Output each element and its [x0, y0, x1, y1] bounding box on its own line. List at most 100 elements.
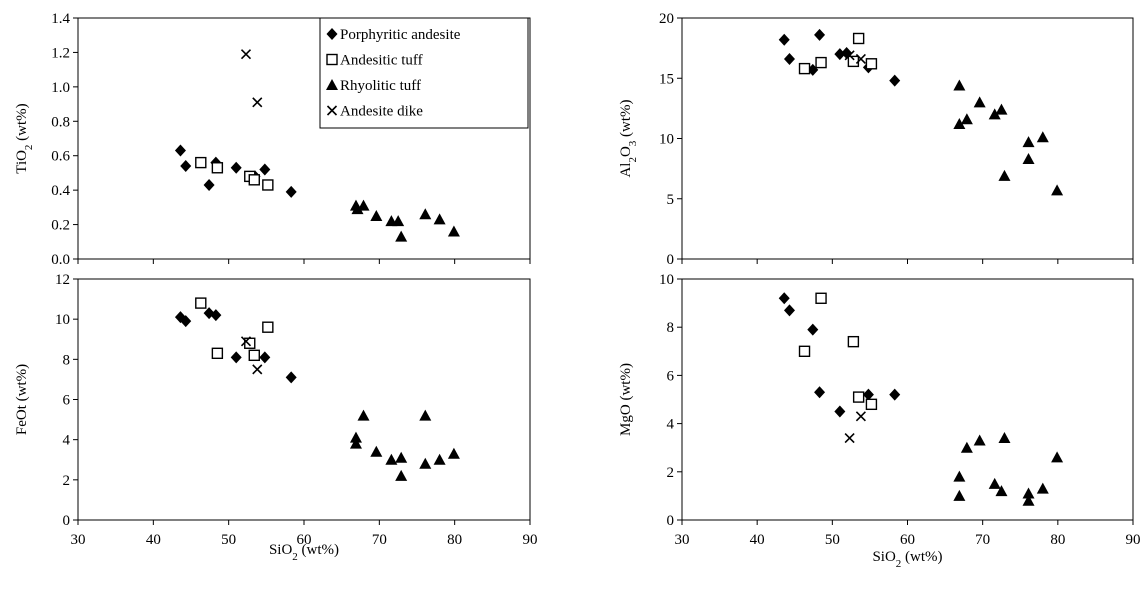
y-tick-label: 0.0 [51, 252, 70, 268]
series-rhyolitic-tuff [953, 432, 1064, 506]
data-point [798, 62, 811, 75]
data-point [211, 347, 224, 360]
y-axis-label: MgO (wt%) [618, 363, 634, 436]
data-point [395, 469, 408, 481]
legend-label: Andesite dike [340, 104, 423, 120]
y-axis-label: FeOt (wt%) [14, 364, 30, 435]
plot-area [681, 17, 1134, 260]
x-tick-label: 80 [1050, 532, 1065, 548]
data-point [211, 162, 224, 174]
data-point [988, 108, 1001, 120]
data-point [862, 388, 874, 401]
data-point [852, 32, 865, 45]
data-point [180, 315, 192, 328]
y-tick-label: 0 [667, 252, 675, 268]
y-tick-label: 8 [667, 320, 675, 336]
x-tick-label: 70 [975, 532, 990, 548]
data-point [798, 345, 811, 357]
data-point [847, 335, 860, 348]
data-point [814, 28, 826, 41]
data-point [357, 199, 370, 211]
data-point [240, 49, 252, 60]
data-point [203, 178, 215, 191]
data-point [953, 79, 966, 91]
y-tick-label: 8 [63, 352, 71, 368]
data-point [844, 432, 855, 444]
legend-box [319, 17, 529, 129]
y-tick-label: 0.2 [51, 218, 70, 234]
data-point [1022, 494, 1035, 506]
x-axis-label: SiO2 (wt%) [269, 542, 339, 563]
data-point [259, 351, 271, 364]
chart-mgo: 0 2 4 6 8 10 30 40 50 60 70 80 90 MgO (wt%) SiO2 (wt%) [618, 272, 1141, 570]
data-point [953, 470, 966, 482]
data-point [419, 208, 432, 220]
data-point [865, 58, 878, 70]
y-tick-label: 1.2 [51, 45, 70, 61]
y-tick-label: 15 [659, 71, 674, 87]
data-point [351, 203, 364, 215]
x-tick-label: 40 [146, 532, 161, 548]
data-point [889, 74, 901, 87]
data-point [248, 174, 260, 186]
data-point [392, 215, 405, 227]
data-point [1051, 451, 1064, 463]
data-point [814, 386, 826, 399]
data-point [174, 144, 186, 157]
series-porphyritic-andesite [778, 28, 901, 87]
legend-label: Andesitic tuff [340, 53, 423, 69]
legend: Porphyritic andesite Andesitic tuff Rhyoli… [319, 17, 529, 129]
data-point [349, 437, 362, 449]
data-point [180, 160, 192, 173]
y-tick-label: 5 [667, 192, 675, 208]
y-tick-label: 12 [55, 272, 70, 288]
x-tick-label: 90 [523, 532, 538, 548]
data-point [262, 179, 274, 191]
x-tick-label: 60 [900, 532, 915, 548]
data-point [1036, 482, 1049, 494]
y-tick-label: 0.6 [51, 149, 70, 165]
chart-feot: 0 2 4 6 8 10 12 30 40 50 60 70 80 90 FeOt (wt%) SiO2 (w… [14, 272, 538, 563]
plot-area [77, 278, 531, 521]
y-tick-label: 0 [667, 513, 675, 529]
data-point [195, 156, 207, 169]
x-tick-label: 50 [221, 532, 236, 548]
y-tick-label: 2 [667, 465, 675, 481]
legend-label: Porphyritic andesite [340, 27, 461, 43]
data-point [385, 453, 398, 465]
data-point [778, 292, 790, 305]
legend-marker [326, 53, 338, 66]
y-tick-label: 20 [659, 11, 674, 27]
plot-area [681, 278, 1134, 521]
series-andesite-dike [240, 336, 263, 375]
data-point [244, 337, 256, 349]
y-tick-label: 6 [667, 368, 675, 384]
data-point [953, 118, 966, 130]
y-tick-label: 4 [63, 433, 71, 449]
series-rhyolitic-tuff [953, 79, 1064, 196]
data-point [210, 309, 222, 322]
chart-tio2: 0.0 0.2 0.4 0.6 0.8 1.0 1.2 1.4 TiO2 (wt%) Porphy… [14, 11, 531, 268]
y-tick-label: 2 [63, 473, 71, 489]
y-tick-label: 1.4 [51, 11, 70, 27]
data-point [865, 398, 878, 411]
data-point [433, 213, 446, 225]
data-point [998, 432, 1011, 444]
data-point [1022, 152, 1035, 164]
series-andesitic-tuff [195, 297, 274, 362]
y-axis-label: TiO2 (wt%) [14, 103, 35, 173]
data-point [419, 409, 432, 421]
data-point [1022, 487, 1035, 499]
x-tick-label: 30 [71, 532, 86, 548]
series-rhyolitic-tuff [349, 199, 460, 242]
x-tick-label: 40 [750, 532, 765, 548]
data-point [783, 304, 795, 317]
y-tick-label: 10 [659, 132, 674, 148]
data-point [998, 169, 1011, 181]
data-point [953, 489, 966, 501]
x-tick-label: 60 [297, 532, 312, 548]
data-point [240, 336, 252, 347]
data-point [855, 53, 866, 65]
x-tick-label: 70 [372, 532, 387, 548]
